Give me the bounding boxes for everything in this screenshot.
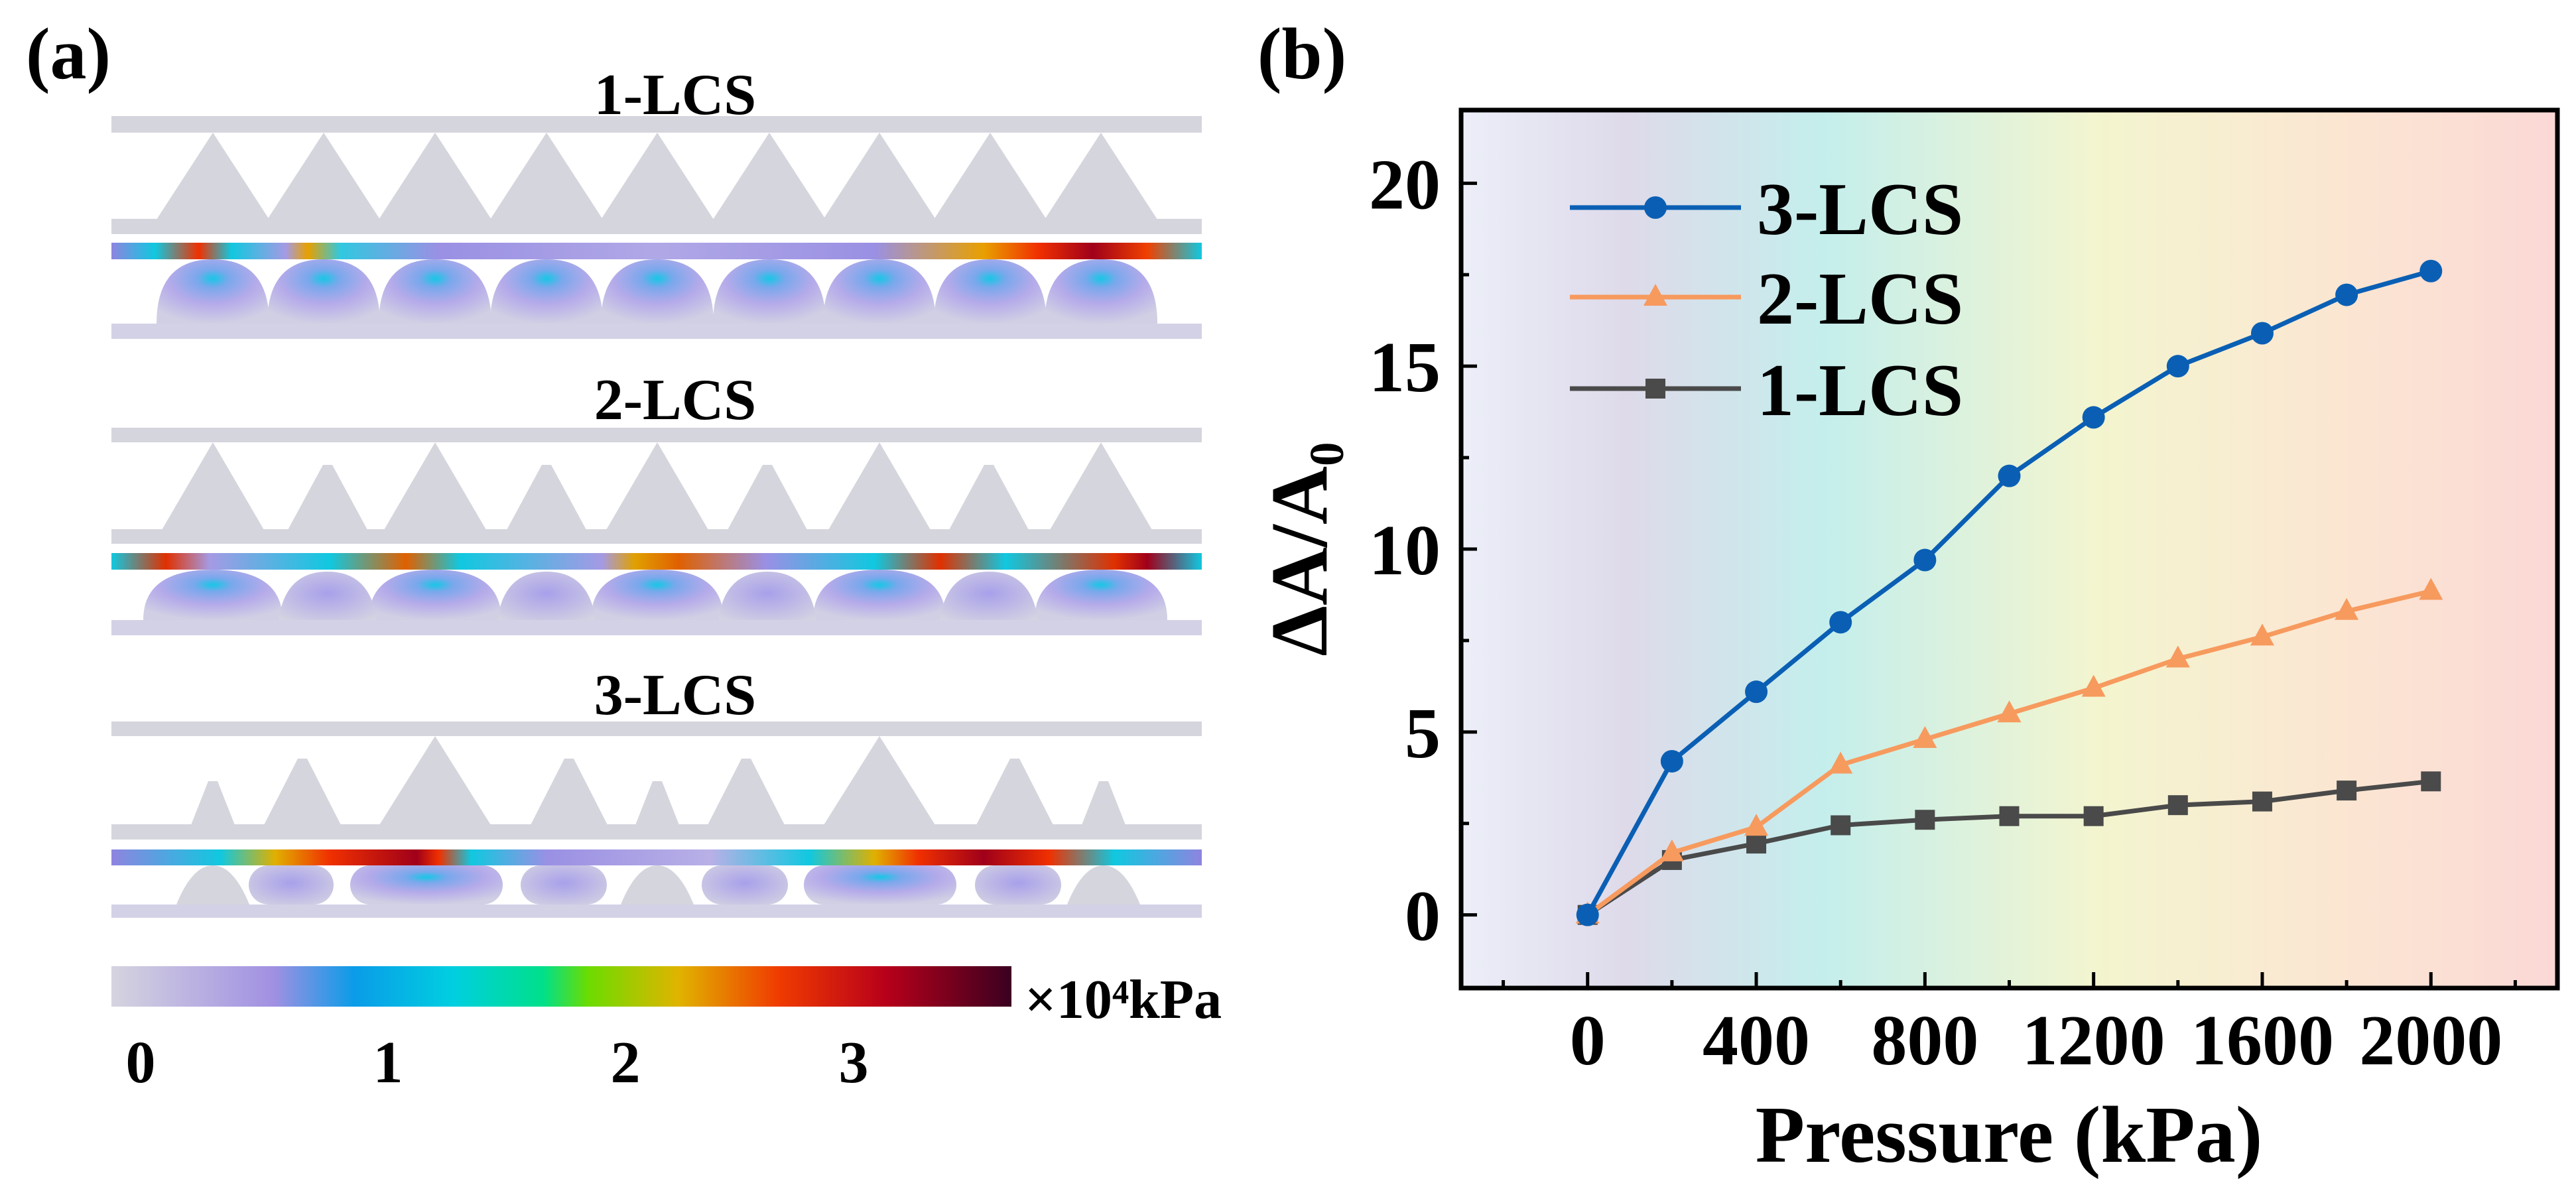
x-tick-label: 1600 xyxy=(2191,1001,2334,1080)
data-point xyxy=(2419,259,2443,282)
legend-marker xyxy=(1645,379,1665,399)
y-tick-label: 15 xyxy=(1369,328,1441,407)
data-point xyxy=(1997,700,2022,723)
data-point xyxy=(2083,806,2104,826)
legend-label: 2-LCS xyxy=(1757,258,1963,340)
x-tick-label: 400 xyxy=(1703,1001,1810,1080)
y-tick-label: 20 xyxy=(1369,145,1441,224)
colorbar-tick: 3 xyxy=(839,1030,869,1095)
colorbar-unit: ×10⁴kPa xyxy=(1025,969,1222,1031)
data-point xyxy=(1913,725,1937,748)
bottom-plate xyxy=(111,905,1202,918)
y-axis-title: ΔA/A₀ xyxy=(1255,442,1344,656)
legend-item-2-lcs: 2-LCS xyxy=(1570,258,1963,340)
y-tick-label: 10 xyxy=(1369,511,1441,590)
panel-a: (a) 1-LCS 2-LCS xyxy=(26,13,1222,1095)
x-tick-label: 0 xyxy=(1570,1001,1606,1080)
data-point xyxy=(2081,674,2106,697)
data-point xyxy=(2082,406,2105,429)
panel-b-label: (b) xyxy=(1257,13,1346,94)
data-point xyxy=(1829,751,1853,774)
bottom-plate xyxy=(111,324,1202,339)
data-point xyxy=(2337,781,2357,801)
data-point xyxy=(1915,810,1935,830)
pyramid-row xyxy=(162,442,1152,530)
dome-row xyxy=(176,865,1140,905)
electrode-plate xyxy=(111,529,1202,544)
data-point xyxy=(2165,645,2190,668)
colorbar-gradient xyxy=(111,966,1011,1007)
structure-1-lcs: 1-LCS xyxy=(111,63,1202,339)
data-point xyxy=(1659,839,1684,861)
stress-strip xyxy=(111,553,1202,570)
x-tick-label: 2000 xyxy=(2359,1001,2502,1080)
legend-item-3-lcs: 3-LCS xyxy=(1570,168,1963,251)
x-tick-label: 1200 xyxy=(2022,1001,2165,1080)
data-point xyxy=(1660,749,1683,773)
data-point xyxy=(2250,623,2274,646)
structure-2-lcs: 2-LCS xyxy=(111,368,1202,635)
data-point xyxy=(1746,834,1767,854)
dome-row xyxy=(143,570,1167,620)
data-point xyxy=(1745,680,1768,704)
y-tick-label: 0 xyxy=(1405,877,1441,956)
electrode-plate xyxy=(111,219,1202,234)
data-point xyxy=(1831,815,1851,836)
data-point xyxy=(2250,322,2274,345)
panel-a-label: (a) xyxy=(26,13,111,94)
plot-area xyxy=(1461,110,2557,988)
dome-row xyxy=(157,259,1157,324)
colorbar: 0 1 2 3 ×10⁴kPa xyxy=(111,966,1222,1095)
panel-b: (b) 0 400 800 1200 1600 2000 0 5 10 15 20 3-LCS2-L… xyxy=(1255,13,2560,1180)
axis-ticks: 0 400 800 1200 1600 2000 0 5 10 15 20 xyxy=(1369,145,2517,1080)
legend-label: 3-LCS xyxy=(1757,168,1963,251)
y-tick-label: 5 xyxy=(1405,694,1441,773)
data-point xyxy=(1998,464,2021,487)
legend-item-1-lcs: 1-LCS xyxy=(1570,349,1963,432)
data-point xyxy=(1829,611,1852,634)
data-point xyxy=(2335,597,2359,620)
legend-marker xyxy=(1644,196,1667,219)
data-point xyxy=(1999,806,2020,826)
pyramid-row xyxy=(157,133,1157,219)
data-point xyxy=(1576,903,1599,926)
structure-3-lcs: 3-LCS xyxy=(111,663,1202,918)
colorbar-tick: 1 xyxy=(373,1030,403,1095)
data-point xyxy=(2421,771,2441,792)
data-point xyxy=(2335,283,2358,306)
structure-title: 3-LCS xyxy=(594,663,757,727)
data-point xyxy=(2252,791,2272,812)
data-point xyxy=(2166,355,2189,378)
series-3-lcs xyxy=(1576,259,2443,926)
colorbar-tick: 0 xyxy=(126,1030,156,1095)
stress-strip xyxy=(111,849,1202,865)
plot-frame xyxy=(1458,107,2560,991)
top-plate xyxy=(111,721,1202,736)
structure-title: 2-LCS xyxy=(594,368,757,432)
stress-strip xyxy=(111,243,1202,259)
x-tick-label: 800 xyxy=(1871,1001,1978,1080)
data-series xyxy=(1575,259,2443,926)
x-axis-title: Pressure (kPa) xyxy=(1756,1090,2263,1180)
bottom-plate xyxy=(111,620,1202,635)
data-point xyxy=(1744,814,1769,836)
data-point xyxy=(1913,548,1937,572)
data-point xyxy=(2167,795,2188,816)
colorbar-tick: 2 xyxy=(611,1030,641,1095)
top-plate xyxy=(111,428,1202,442)
legend-marker xyxy=(1643,284,1667,306)
electrode-plate xyxy=(111,824,1202,840)
pyramid-row xyxy=(191,736,1126,825)
data-point xyxy=(2419,578,2443,600)
legend-label: 1-LCS xyxy=(1757,349,1963,432)
top-plate xyxy=(111,116,1202,133)
